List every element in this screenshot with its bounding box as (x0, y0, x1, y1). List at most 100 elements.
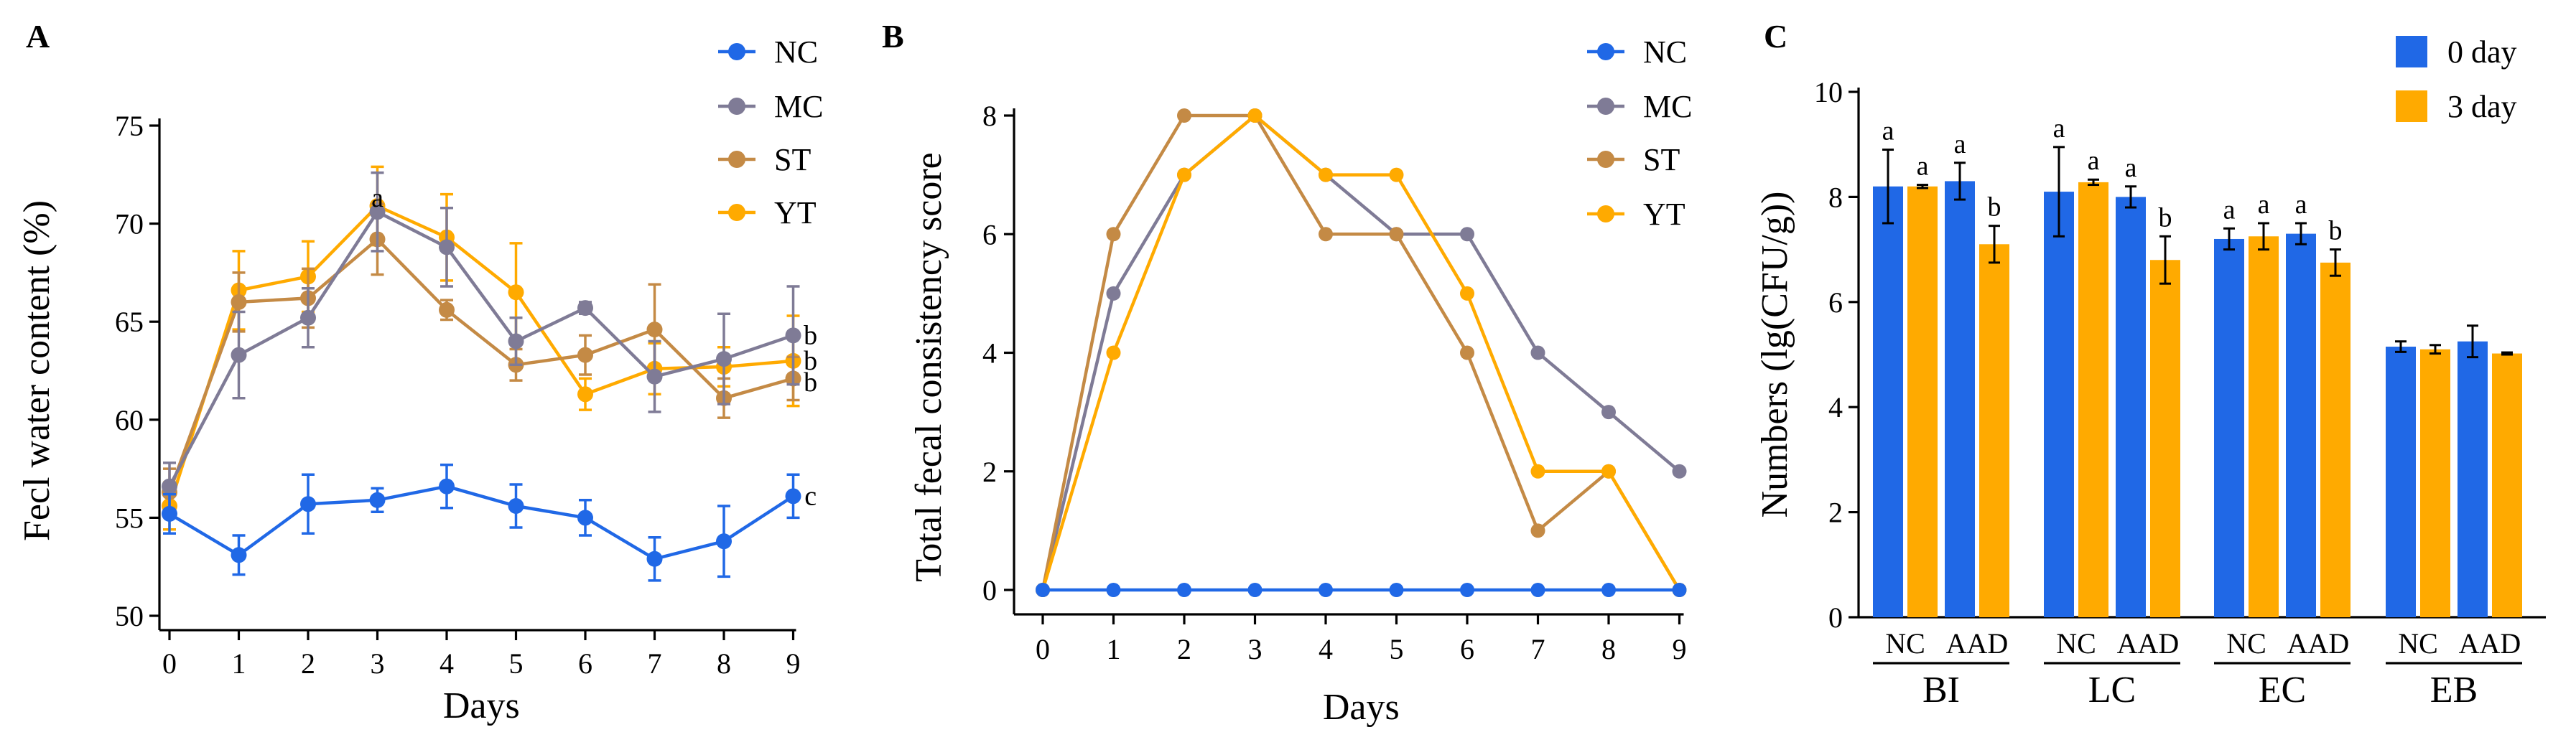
bar-eb-nc-0day (2386, 347, 2416, 617)
legend-label-yt: YT (774, 195, 817, 230)
data-point-mc (1530, 345, 1545, 360)
group-label-ec: EC (2259, 670, 2306, 711)
legend-label-st: ST (774, 142, 811, 177)
legend-label-st: ST (1643, 142, 1680, 177)
data-point-mc (785, 327, 801, 344)
y-tick-label: 8 (982, 100, 997, 132)
subgroup-label-aad: AAD (2459, 627, 2521, 660)
x-tick-label: 2 (301, 647, 315, 680)
data-point-mc (577, 300, 593, 317)
bar-ec-aad-0day (2286, 233, 2316, 617)
legend-marker-st (728, 151, 745, 168)
y-tick-label: 10 (1814, 76, 1843, 108)
data-point-yt (1530, 464, 1545, 479)
data-point-yt (1460, 286, 1474, 301)
data-point-mc (231, 347, 247, 363)
significance-letter: a (2088, 146, 2100, 176)
x-tick-label: 7 (648, 647, 662, 680)
panel-label-a: A (26, 18, 50, 55)
bar-lc-aad-0day (2116, 197, 2146, 617)
data-point-nc (577, 510, 593, 526)
data-point-st (1319, 227, 1333, 242)
significance-letter: a (2295, 189, 2307, 220)
data-point-yt (508, 284, 524, 301)
bar-lc-nc-3day (2078, 182, 2108, 618)
legend-label-3day: 3 day (2447, 89, 2517, 124)
legend-swatch-3day (2396, 90, 2427, 122)
bar-bi-aad-3day (1979, 244, 2009, 617)
data-point-nc (1177, 583, 1191, 597)
bar-lc-nc-0day (2044, 192, 2074, 618)
series-line-mc (1041, 113, 1680, 591)
data-point-st (1106, 227, 1121, 242)
data-point-nc (300, 496, 316, 512)
series-line-st (167, 237, 794, 493)
significance-letter: a (2258, 189, 2270, 220)
legend-label-mc: MC (1643, 89, 1692, 124)
bar-eb-aad-0day (2458, 341, 2488, 617)
y-tick-label: 6 (1828, 286, 1843, 319)
bar-bi-nc-0day (1873, 186, 1903, 617)
x-tick-label: 8 (717, 647, 731, 680)
data-point-nc (785, 488, 801, 505)
x-tick-label: 3 (371, 647, 385, 680)
legend-marker-yt (728, 204, 745, 221)
data-point-yt (1601, 464, 1616, 479)
data-point-nc (1319, 583, 1333, 597)
subgroup-label-aad: AAD (1946, 627, 2009, 660)
subgroup-label-nc: NC (2056, 627, 2096, 660)
significance-letter: a (2125, 153, 2137, 183)
x-tick-label: 3 (1248, 633, 1263, 665)
bar-ec-nc-0day (2214, 238, 2244, 618)
data-point-nc (646, 550, 663, 567)
x-tick-label: 7 (1531, 633, 1545, 665)
significance-letter: b (804, 320, 817, 350)
x-tick-label: 8 (1601, 633, 1616, 665)
group-label-bi: BI (1922, 670, 1960, 711)
x-tick-label: 5 (1390, 633, 1404, 665)
series-line-yt (1041, 113, 1681, 591)
series-line-nc (168, 484, 794, 561)
y-tick-label: 0 (1828, 601, 1843, 634)
significance-letter: a (371, 183, 383, 213)
data-point-st (646, 322, 663, 338)
panel-label-b: B (882, 18, 904, 55)
x-tick-label: 2 (1177, 633, 1191, 665)
x-tick-label: 6 (1460, 633, 1474, 665)
series-line-mc (168, 210, 794, 487)
data-point-nc (1106, 583, 1121, 597)
y-axis-label: Fecl water content (%) (17, 200, 57, 541)
x-tick-label: 0 (162, 647, 177, 680)
y-tick-label: 65 (115, 306, 144, 338)
data-point-yt (1389, 167, 1404, 182)
data-point-st (1177, 108, 1191, 123)
y-tick-label: 75 (115, 110, 144, 142)
legend-marker-mc (1597, 98, 1614, 115)
legend-swatch-0day (2396, 36, 2427, 67)
legend-marker-nc (1597, 43, 1614, 60)
subgroup-label-nc: NC (2226, 627, 2266, 660)
legend-marker-yt (1597, 205, 1614, 222)
significance-letter: a (2053, 113, 2065, 144)
data-point-mc (300, 309, 316, 326)
bar-bi-nc-3day (1907, 186, 1938, 617)
data-point-mc (162, 478, 177, 494)
data-point-st (439, 301, 455, 318)
data-point-yt (577, 386, 593, 403)
data-point-mc (1106, 286, 1121, 301)
subgroup-label-aad: AAD (2287, 627, 2350, 660)
y-tick-label: 4 (982, 337, 997, 370)
data-point-nc (1247, 583, 1263, 597)
data-point-yt (1319, 167, 1333, 182)
data-point-st (1389, 227, 1404, 242)
data-point-st (1530, 523, 1545, 538)
data-point-nc (1601, 583, 1616, 597)
y-tick-label: 0 (982, 574, 997, 606)
data-point-yt (1247, 108, 1263, 123)
bar-eb-nc-3day (2420, 349, 2450, 617)
subgroup-label-aad: AAD (2117, 627, 2180, 660)
data-point-st (577, 347, 593, 363)
x-axis-label: Days (1323, 687, 1400, 728)
data-point-yt (1177, 167, 1191, 182)
data-point-mc (439, 239, 455, 256)
